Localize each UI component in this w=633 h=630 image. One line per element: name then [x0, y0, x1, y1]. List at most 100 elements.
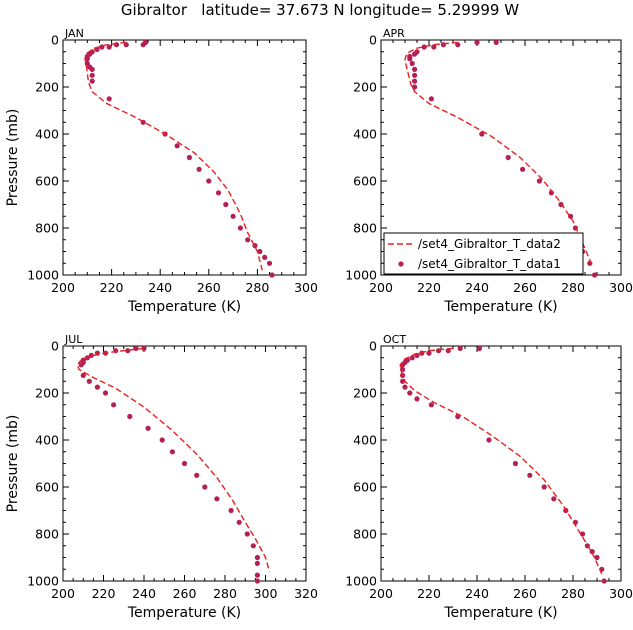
obs-point [269, 272, 275, 278]
obs-point [601, 578, 607, 584]
x-tick-label: 300 [609, 280, 633, 295]
model-line [399, 347, 603, 575]
y-tick-label: 0 [51, 339, 59, 354]
obs-point [254, 554, 260, 561]
y-tick-label: 400 [35, 127, 59, 142]
obs-point [520, 166, 526, 172]
obs-point [159, 437, 165, 443]
x-axis-title: Temperature (K) [443, 605, 557, 621]
obs-point [412, 84, 418, 90]
y-tick-label: 200 [353, 386, 377, 401]
y-tick-label: 800 [35, 221, 59, 236]
obs-point [254, 560, 260, 567]
month-label: JUL [64, 333, 83, 346]
obs-point [551, 496, 557, 502]
obs-point [230, 213, 236, 219]
obs-point [181, 460, 188, 467]
obs-point [409, 355, 415, 361]
x-tick-label: 260 [513, 280, 537, 295]
y-tick-label: 600 [353, 480, 377, 495]
obs-point [89, 66, 95, 72]
x-tick-label: 240 [132, 586, 156, 601]
obs-point [237, 225, 243, 231]
obs-point [479, 131, 485, 137]
x-axis-title: Temperature (K) [443, 299, 557, 315]
x-tick-label: 200 [51, 280, 75, 295]
x-tick-label: 220 [417, 586, 441, 601]
x-axis-title: Temperature (K) [127, 605, 241, 621]
panel-jul: JUL 200 220 240 260 280 300 320 0 200 400 600 800 100… [5, 333, 318, 621]
obs-point [476, 345, 482, 351]
obs-point [245, 237, 251, 243]
y-tick-label: 200 [35, 80, 59, 95]
obs-point [89, 72, 95, 78]
y-tick-label: 600 [353, 174, 377, 189]
y-axis-title: Pressure (mb) [5, 109, 21, 207]
y-tick-label: 800 [35, 527, 59, 542]
x-tick-label: 260 [513, 586, 537, 601]
obs-point [86, 378, 92, 384]
x-tick-label: 240 [465, 280, 489, 295]
obs-point [536, 178, 543, 184]
x-tick-label: 320 [294, 586, 318, 601]
obs-point [78, 362, 84, 368]
panel-jan: JAN 200 220 240 260 280 300 0 200 400 600 800 1000 Te… [5, 27, 318, 315]
y-tick-label: 600 [35, 480, 59, 495]
obs-point [145, 425, 151, 431]
obs-point [594, 554, 600, 561]
obs-point [89, 78, 95, 84]
x-tick-label: 240 [465, 586, 489, 601]
obs-point [111, 402, 117, 408]
obs-point [214, 496, 220, 502]
y-tick-label: 1000 [345, 574, 377, 589]
obs-point [592, 272, 598, 278]
obs-point [140, 42, 146, 48]
obs-point [106, 96, 112, 102]
obs-point [250, 543, 256, 549]
obs-point [431, 44, 437, 50]
obs-point [436, 348, 442, 354]
x-tick-label: 260 [197, 280, 221, 295]
x-axis-title: Temperature (K) [127, 299, 241, 315]
y-tick-label: 0 [51, 33, 59, 48]
obs-point [202, 484, 208, 490]
y-tick-label: 0 [369, 33, 377, 48]
x-tick-label: 300 [609, 586, 633, 601]
obs-point [102, 390, 109, 396]
panel-apr: APR 200 220 240 260 280 300 0 200 400 600 800 1000 Te… [345, 27, 633, 315]
model-line [76, 347, 271, 572]
legend-marker-swatch [398, 261, 404, 267]
obs-point [421, 44, 427, 50]
obs-point [457, 345, 463, 351]
legend: /set4_Gibraltor_T_data2/set4_Gibraltor_T… [383, 232, 584, 275]
x-tick-label: 200 [369, 280, 393, 295]
obs-point [589, 549, 595, 555]
obs-point [80, 372, 86, 378]
obs-point [486, 437, 492, 443]
obs-point [407, 390, 413, 396]
obs-point [505, 154, 511, 161]
y-tick-label: 600 [35, 174, 59, 189]
obs-point [169, 449, 175, 455]
y-axis-title: Pressure (mb) [5, 415, 21, 513]
y-tick-label: 800 [353, 527, 377, 542]
panels: JAN 200 220 240 260 280 300 0 200 400 600 800 1000 Te… [5, 27, 633, 621]
panel-oct: OCT 200 220 240 260 280 300 0 200 400 600 800 1000 Te… [345, 333, 633, 621]
x-tick-label: 200 [51, 586, 75, 601]
obs-point [254, 578, 260, 584]
obs-point [127, 413, 133, 420]
x-tick-label: 280 [245, 280, 269, 295]
y-tick-label: 800 [353, 221, 377, 236]
obs-point [412, 72, 418, 78]
obs-point [174, 143, 180, 149]
figure-title: Gibraltor latitude= 37.673 N longitude= … [121, 1, 519, 19]
month-label: JAN [64, 27, 84, 40]
x-tick-label: 300 [294, 280, 318, 295]
obs-point [215, 190, 222, 196]
obs-point [541, 484, 547, 490]
x-tick-label: 220 [92, 586, 116, 601]
y-tick-label: 400 [353, 433, 377, 448]
model-line [404, 41, 593, 266]
obs-point [186, 154, 192, 161]
